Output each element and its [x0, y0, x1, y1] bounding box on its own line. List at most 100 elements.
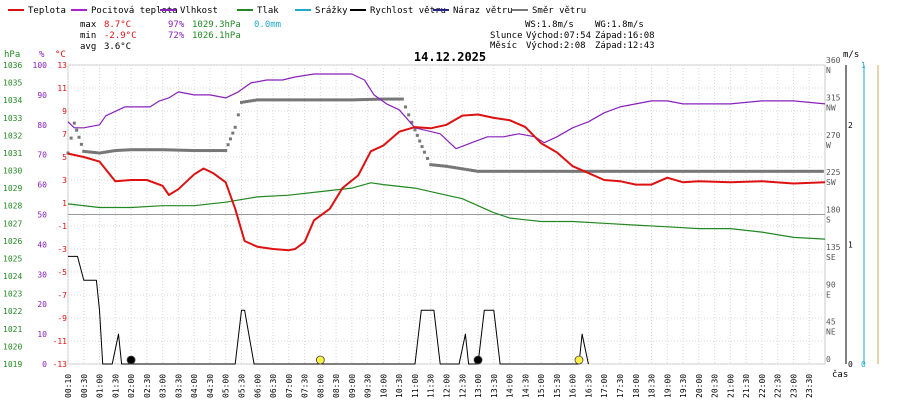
wind-dir-point	[668, 169, 672, 173]
x-tick-label: 06:00	[253, 374, 262, 398]
temp-tick-label: 13	[57, 61, 67, 70]
wind-dir-point	[274, 98, 278, 102]
x-tick-label: 02:00	[127, 374, 136, 398]
wind-dir-point	[231, 131, 235, 135]
wind-dir-point	[95, 151, 99, 155]
stats-avg-temp: 3.6°C	[104, 42, 131, 52]
wind-dir-point	[526, 169, 530, 173]
wind-dir-point	[558, 169, 562, 173]
x-tick-label: 05:30	[237, 374, 246, 398]
temp-tick-label: -13	[53, 360, 68, 369]
wind-dir-point	[250, 99, 254, 103]
wind-dir-point	[255, 98, 259, 102]
chart-title: 14.12.2025	[414, 50, 486, 64]
wind-dir-point	[221, 149, 225, 153]
wind-dir-point	[121, 148, 125, 152]
wind-dir-point	[313, 98, 317, 102]
wind-dir-point	[171, 148, 175, 152]
wind-dir-point	[216, 149, 220, 153]
axis-label-hpa: hPa	[4, 50, 20, 60]
wind-dir-point	[663, 169, 667, 173]
temp-tick-label: 1	[62, 199, 67, 208]
wind-dir-point	[211, 149, 215, 153]
wind-dir-point	[518, 169, 522, 173]
wind-dir-point	[239, 100, 243, 104]
wind-dir-point	[105, 150, 109, 154]
moonrise-time: Východ:2:08	[526, 41, 586, 51]
wind-dir-point	[794, 169, 798, 173]
wind-dir-point	[655, 169, 659, 173]
x-tick-label: 12:00	[443, 374, 452, 398]
wind-dir-point	[303, 98, 307, 102]
wind-dir-point	[568, 169, 572, 173]
temp-tick-label: 5	[62, 153, 67, 162]
wind-dir-point	[494, 169, 498, 173]
wind-dir-point	[820, 169, 824, 173]
wind-dir-point	[521, 169, 525, 173]
x-tick-label: 05:00	[222, 374, 231, 398]
wind-dir-point	[615, 169, 619, 173]
wind-dir-point	[555, 169, 559, 173]
temp-tick-label: -9	[57, 314, 67, 323]
hpa-tick-label: 1028	[3, 202, 22, 211]
wind-dir-point	[431, 163, 435, 167]
wind-dir-point	[765, 169, 769, 173]
ms-tick-label: 0	[848, 360, 853, 369]
wind-dir-point	[510, 169, 514, 173]
dir-tick-label: 180	[826, 206, 841, 215]
wind-dir-point	[403, 105, 407, 109]
ms-tick-label: 2	[848, 121, 853, 130]
wind-dir-point	[287, 98, 291, 102]
wind-dir-point	[316, 98, 320, 102]
hpa-tick-label: 1020	[3, 342, 22, 351]
marker-yellow-dot	[574, 355, 584, 365]
marker-black-dot	[473, 355, 483, 365]
wind-dir-point	[628, 169, 632, 173]
wind-dir-point	[395, 97, 399, 101]
x-tick-label: 04:30	[206, 374, 215, 398]
wind-dir-point	[439, 164, 443, 168]
wind-dir-point	[176, 148, 180, 152]
wind-dir-point	[565, 169, 569, 173]
wind-dir-point	[607, 169, 611, 173]
wind-dir-point	[137, 148, 141, 152]
wind-dir-point	[87, 150, 91, 154]
mm-tick-label: 1	[861, 61, 866, 70]
dir-compass-label: SW	[826, 178, 836, 187]
hpa-tick-label: 1032	[3, 131, 22, 140]
wind-dir-point	[579, 169, 583, 173]
wind-dir-point	[720, 169, 724, 173]
wind-dir-point	[253, 98, 257, 102]
wind-dir-point	[150, 148, 154, 152]
wind-dir-point	[420, 145, 424, 149]
wind-dir-point	[781, 169, 785, 173]
wind-dir-point	[334, 98, 338, 102]
stats-max-temp: 8.7°C	[104, 20, 131, 30]
wind-dir-point	[547, 169, 551, 173]
axis-label-temp: °C	[55, 50, 66, 60]
dir-compass-label: SE	[826, 253, 836, 262]
stats-avg-label: avg	[80, 42, 96, 52]
x-tick-label: 13:30	[490, 374, 499, 398]
wind-dir-point	[297, 98, 301, 102]
wind-dir-point	[192, 149, 196, 153]
wind-dir-point	[657, 169, 661, 173]
wind-dir-point	[174, 148, 178, 152]
hpa-tick-label: 1029	[3, 184, 22, 193]
hpa-tick-label: 1036	[3, 61, 22, 70]
x-tick-label: 10:30	[395, 374, 404, 398]
wind-dir-point	[266, 98, 270, 102]
wind-dir-point	[665, 169, 669, 173]
stats-block: max 8.7°C 97% 1029.3hPa 0.0mm min -2.9°C…	[80, 20, 281, 52]
wind-dir-point	[124, 148, 128, 152]
wind-dir-point	[589, 169, 593, 173]
wind-dir-point	[634, 169, 638, 173]
wind-dir-point	[752, 169, 756, 173]
x-tick-label: 07:30	[301, 374, 310, 398]
wind-dir-point	[473, 169, 477, 173]
wind-dir-point	[626, 169, 630, 173]
wind-dir-point	[539, 169, 543, 173]
wind-dir-point	[116, 148, 120, 152]
wind-dir-point	[384, 97, 388, 101]
